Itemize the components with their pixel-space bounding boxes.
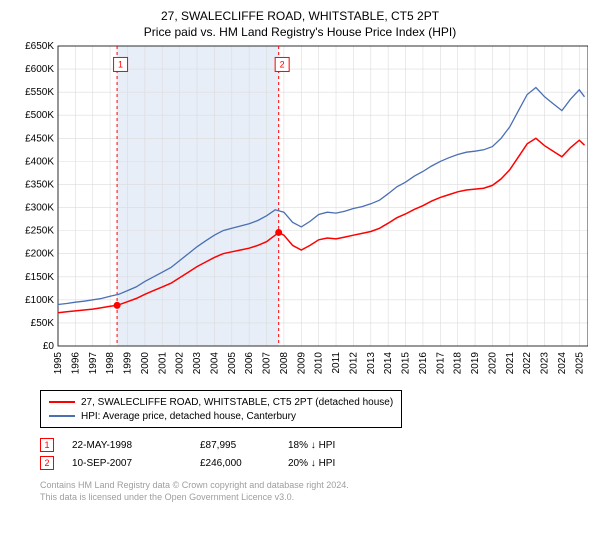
marker-delta: 18% ↓ HPI xyxy=(288,440,378,451)
svg-text:2009: 2009 xyxy=(296,352,307,375)
chart-container: { "title_line1": "27, SWALECLIFFE ROAD, … xyxy=(0,0,600,560)
footer-line-2: This data is licensed under the Open Gov… xyxy=(40,492,588,503)
svg-text:1997: 1997 xyxy=(88,352,99,375)
marker-price: £87,995 xyxy=(200,440,270,451)
footer: Contains HM Land Registry data © Crown c… xyxy=(40,480,588,503)
legend-label: HPI: Average price, detached house, Cant… xyxy=(81,411,296,422)
legend: 27, SWALECLIFFE ROAD, WHITSTABLE, CT5 2P… xyxy=(40,390,402,428)
svg-text:2013: 2013 xyxy=(366,352,377,375)
svg-text:£450K: £450K xyxy=(25,134,54,145)
svg-text:£50K: £50K xyxy=(31,318,55,329)
svg-text:2025: 2025 xyxy=(574,352,585,375)
svg-text:£500K: £500K xyxy=(25,111,54,122)
svg-text:2011: 2011 xyxy=(331,352,342,374)
legend-swatch xyxy=(49,401,75,403)
svg-text:1996: 1996 xyxy=(70,352,81,375)
marker-badge: 2 xyxy=(40,456,54,470)
svg-text:2015: 2015 xyxy=(401,352,412,375)
marker-date: 22-MAY-1998 xyxy=(72,440,182,451)
svg-text:2022: 2022 xyxy=(522,352,533,375)
marker-price: £246,000 xyxy=(200,458,270,469)
marker-row: 1 22-MAY-1998 £87,995 18% ↓ HPI xyxy=(40,436,588,454)
marker-delta: 20% ↓ HPI xyxy=(288,458,378,469)
title-line-1: 27, SWALECLIFFE ROAD, WHITSTABLE, CT5 2P… xyxy=(12,8,588,24)
svg-text:2014: 2014 xyxy=(383,352,394,375)
svg-text:2: 2 xyxy=(280,60,285,70)
svg-text:£100K: £100K xyxy=(25,295,54,306)
svg-text:2012: 2012 xyxy=(348,352,359,375)
svg-text:2020: 2020 xyxy=(487,352,498,375)
legend-label: 27, SWALECLIFFE ROAD, WHITSTABLE, CT5 2P… xyxy=(81,397,393,408)
svg-text:2004: 2004 xyxy=(209,352,220,375)
svg-text:2024: 2024 xyxy=(557,352,568,375)
svg-text:2021: 2021 xyxy=(505,352,516,375)
chart-plot: £0 £50K £100K £150K £200K £250K £300K £350K £400… xyxy=(12,40,588,386)
marker-badge: 1 xyxy=(40,438,54,452)
svg-text:2017: 2017 xyxy=(435,352,446,375)
svg-text:2005: 2005 xyxy=(227,352,238,375)
svg-text:2000: 2000 xyxy=(140,352,151,375)
svg-text:£600K: £600K xyxy=(25,64,54,75)
legend-item: 27, SWALECLIFFE ROAD, WHITSTABLE, CT5 2P… xyxy=(49,395,393,409)
svg-text:2006: 2006 xyxy=(244,352,255,375)
svg-text:1998: 1998 xyxy=(105,352,116,375)
svg-text:2010: 2010 xyxy=(314,352,325,375)
svg-text:£0: £0 xyxy=(43,341,55,352)
title-line-2: Price paid vs. HM Land Registry's House … xyxy=(12,24,588,40)
svg-text:2002: 2002 xyxy=(175,352,186,375)
svg-text:2018: 2018 xyxy=(453,352,464,375)
footer-line-1: Contains HM Land Registry data © Crown c… xyxy=(40,480,588,491)
legend-item: HPI: Average price, detached house, Cant… xyxy=(49,409,393,423)
svg-text:£300K: £300K xyxy=(25,203,54,214)
legend-swatch xyxy=(49,415,75,417)
svg-text:1995: 1995 xyxy=(53,352,64,375)
marker-row: 2 10-SEP-2007 £246,000 20% ↓ HPI xyxy=(40,454,588,472)
svg-text:1999: 1999 xyxy=(123,352,134,375)
marker-table: 1 22-MAY-1998 £87,995 18% ↓ HPI 2 10-SEP… xyxy=(40,436,588,472)
svg-text:£400K: £400K xyxy=(25,157,54,168)
marker-date: 10-SEP-2007 xyxy=(72,458,182,469)
svg-text:£650K: £650K xyxy=(25,41,54,52)
svg-text:£200K: £200K xyxy=(25,249,54,260)
svg-text:£150K: £150K xyxy=(25,272,54,283)
svg-text:2019: 2019 xyxy=(470,352,481,375)
svg-text:2003: 2003 xyxy=(192,352,203,375)
svg-text:2001: 2001 xyxy=(157,352,168,375)
svg-text:£550K: £550K xyxy=(25,88,54,99)
svg-text:2023: 2023 xyxy=(540,352,551,375)
svg-text:£250K: £250K xyxy=(25,226,54,237)
svg-text:2016: 2016 xyxy=(418,352,429,375)
svg-text:£350K: £350K xyxy=(25,180,54,191)
svg-text:2008: 2008 xyxy=(279,352,290,375)
chart-title: 27, SWALECLIFFE ROAD, WHITSTABLE, CT5 2P… xyxy=(12,8,588,40)
svg-text:1: 1 xyxy=(118,60,123,70)
svg-text:2007: 2007 xyxy=(262,352,273,375)
